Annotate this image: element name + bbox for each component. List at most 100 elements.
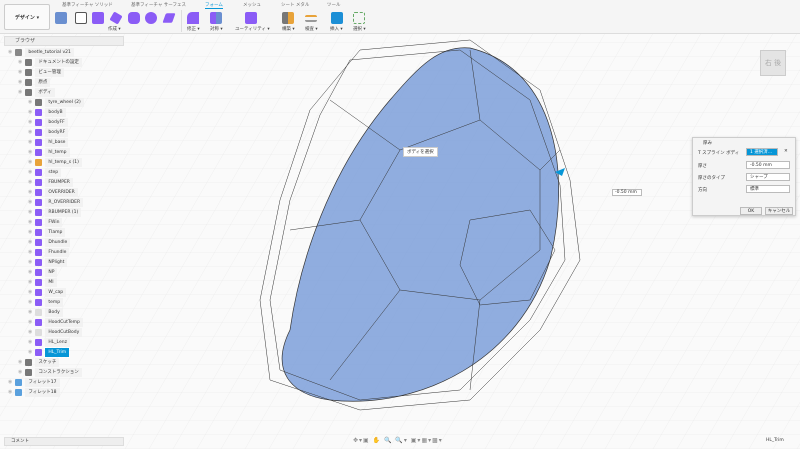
tspline-select-button[interactable]: 1 選択済... bbox=[746, 148, 778, 156]
thickness-input[interactable]: -0.50 mm bbox=[746, 161, 790, 169]
browser-item[interactable]: ◉ HoodCutBody bbox=[28, 328, 83, 337]
sketch-icon[interactable] bbox=[75, 12, 87, 24]
modify-icon[interactable] bbox=[187, 12, 199, 24]
group-construct[interactable]: 構築 ▾ bbox=[282, 27, 295, 32]
visibility-icon[interactable]: ◉ bbox=[28, 299, 33, 305]
visibility-icon[interactable]: ◉ bbox=[28, 209, 33, 215]
browser-item[interactable]: ◉ Tlamp bbox=[28, 228, 66, 237]
canvas-viewport[interactable] bbox=[0, 34, 800, 449]
visibility-icon[interactable]: ◉ bbox=[18, 59, 23, 65]
tab-mesh[interactable]: メッシュ bbox=[243, 3, 261, 8]
visibility-icon[interactable]: ◉ bbox=[18, 79, 23, 85]
extrude-icon[interactable] bbox=[162, 13, 176, 23]
browser-item[interactable]: ◉ hl_base bbox=[28, 138, 69, 147]
tab-form[interactable]: フォーム bbox=[205, 3, 223, 9]
browser-item[interactable]: ◉ Body bbox=[28, 308, 63, 317]
visibility-icon[interactable]: ◉ bbox=[28, 159, 33, 165]
workspace-switcher[interactable]: デザイン ▾ bbox=[4, 4, 50, 30]
sphere-icon[interactable] bbox=[145, 12, 157, 24]
clear-selection-icon[interactable]: ✕ bbox=[784, 149, 788, 154]
browser-item[interactable]: ◉ R_OVERRIDER bbox=[28, 198, 84, 207]
group-symmetry[interactable]: 対称 ▾ bbox=[210, 27, 223, 32]
browser-item[interactable]: ◉ OVERRIDER bbox=[28, 188, 78, 197]
visibility-icon[interactable]: ◉ bbox=[28, 269, 33, 275]
visibility-icon[interactable]: ◉ bbox=[28, 119, 33, 125]
cylinder-icon[interactable] bbox=[128, 12, 140, 24]
browser-item[interactable]: ◉ NP bbox=[28, 268, 58, 277]
browser-item[interactable]: ◉ Fhundle bbox=[28, 248, 70, 257]
visibility-icon[interactable]: ◉ bbox=[28, 249, 33, 255]
ok-button[interactable]: OK bbox=[740, 207, 762, 215]
visibility-icon[interactable]: ◉ bbox=[8, 389, 13, 395]
visibility-icon[interactable]: ◉ bbox=[28, 179, 33, 185]
visibility-icon[interactable]: ◉ bbox=[28, 229, 33, 235]
visibility-icon[interactable]: ◉ bbox=[28, 329, 33, 335]
visibility-icon[interactable]: ◉ bbox=[18, 89, 23, 95]
browser-item[interactable]: ◉ コンストラクション bbox=[18, 368, 82, 377]
type-select[interactable]: シャープ bbox=[746, 173, 790, 181]
visibility-icon[interactable]: ◉ bbox=[28, 289, 33, 295]
group-insert[interactable]: 挿入 ▾ bbox=[330, 27, 343, 32]
visibility-icon[interactable]: ◉ bbox=[18, 69, 23, 75]
browser-item[interactable]: ◉ hl_temp_s (1) bbox=[28, 158, 82, 167]
visibility-icon[interactable]: ◉ bbox=[28, 349, 33, 355]
browser-item[interactable]: ◉ フィレット17 bbox=[8, 378, 60, 387]
visibility-icon[interactable]: ◉ bbox=[28, 339, 33, 345]
group-modify[interactable]: 修正 ▾ bbox=[187, 27, 200, 32]
browser-item[interactable]: ◉ ボディ bbox=[18, 88, 55, 97]
group-create[interactable]: 作成 ▾ bbox=[108, 27, 121, 32]
browser-item[interactable]: ◉ RBUMPER (1) bbox=[28, 208, 82, 217]
visibility-icon[interactable]: ◉ bbox=[28, 169, 33, 175]
browser-item[interactable]: ◉ スケッチ bbox=[18, 358, 60, 367]
browser-item[interactable]: ◉ bodyFF bbox=[28, 118, 68, 127]
browser-item[interactable]: ◉ temp bbox=[28, 298, 64, 307]
browser-item[interactable]: ◉ HL_Lenz bbox=[28, 338, 70, 347]
browser-item[interactable]: ◉ bodyRF bbox=[28, 128, 69, 137]
visibility-icon[interactable]: ◉ bbox=[28, 239, 33, 245]
visibility-icon[interactable]: ◉ bbox=[28, 109, 33, 115]
visibility-icon[interactable]: ◉ bbox=[28, 139, 33, 145]
box-icon[interactable] bbox=[92, 12, 104, 24]
visibility-icon[interactable]: ◉ bbox=[28, 259, 33, 265]
construct-icon[interactable] bbox=[282, 12, 294, 24]
browser-item[interactable]: ◉ beetle_tutorial v21 bbox=[8, 48, 74, 57]
group-utility[interactable]: ユーティリティ ▾ bbox=[235, 27, 270, 32]
visibility-icon[interactable]: ◉ bbox=[8, 49, 13, 55]
visibility-icon[interactable]: ◉ bbox=[28, 219, 33, 225]
inspect-icon[interactable] bbox=[305, 15, 317, 22]
browser-item[interactable]: ◉ ドキュメントの設定 bbox=[18, 58, 82, 67]
browser-item[interactable]: ◉ bodyB bbox=[28, 108, 66, 117]
browser-item[interactable]: ◉ 原点 bbox=[18, 78, 51, 87]
utility-icon[interactable] bbox=[245, 12, 257, 24]
visibility-icon[interactable]: ◉ bbox=[28, 189, 33, 195]
visibility-icon[interactable]: ◉ bbox=[28, 199, 33, 205]
tab-sheet-metal[interactable]: シート メタル bbox=[281, 3, 310, 8]
group-select[interactable]: 選択 ▾ bbox=[353, 27, 366, 32]
insert-icon[interactable] bbox=[331, 12, 343, 24]
visibility-icon[interactable]: ◉ bbox=[28, 129, 33, 135]
thickness-dimension-input[interactable]: -0.50 mm bbox=[612, 189, 642, 196]
browser-item[interactable]: ◉ hl_temp bbox=[28, 148, 70, 157]
create-form-icon[interactable] bbox=[55, 12, 67, 24]
visibility-icon[interactable]: ◉ bbox=[28, 99, 33, 105]
visibility-icon[interactable]: ◉ bbox=[28, 149, 33, 155]
browser-item[interactable]: ◉ FBUMPER bbox=[28, 178, 73, 187]
symmetry-icon[interactable] bbox=[210, 12, 222, 24]
viewcube[interactable]: 右 後 bbox=[760, 50, 786, 76]
browser-item[interactable]: ◉ step bbox=[28, 168, 62, 177]
comments-panel[interactable]: コメント bbox=[4, 437, 124, 446]
group-inspect[interactable]: 検査 ▾ bbox=[305, 27, 318, 32]
browser-header[interactable]: ブラウザ bbox=[4, 36, 124, 46]
browser-item[interactable]: ◉ フィレット18 bbox=[8, 388, 60, 397]
browser-item[interactable]: ◉ FWin bbox=[28, 218, 63, 227]
visibility-icon[interactable]: ◉ bbox=[28, 309, 33, 315]
browser-item[interactable]: ◉ MI bbox=[28, 278, 57, 287]
browser-item[interactable]: ◉ Dhundle bbox=[28, 238, 71, 247]
visibility-icon[interactable]: ◉ bbox=[18, 359, 23, 365]
visibility-icon[interactable]: ◉ bbox=[18, 369, 23, 375]
browser-item[interactable]: ◉ tyre_wheel (2) bbox=[28, 98, 84, 107]
select-icon[interactable] bbox=[353, 12, 365, 24]
visibility-icon[interactable]: ◉ bbox=[28, 319, 33, 325]
browser-item[interactable]: ◉ ビュー管理 bbox=[18, 68, 64, 77]
cancel-button[interactable]: キャンセル bbox=[765, 207, 793, 215]
